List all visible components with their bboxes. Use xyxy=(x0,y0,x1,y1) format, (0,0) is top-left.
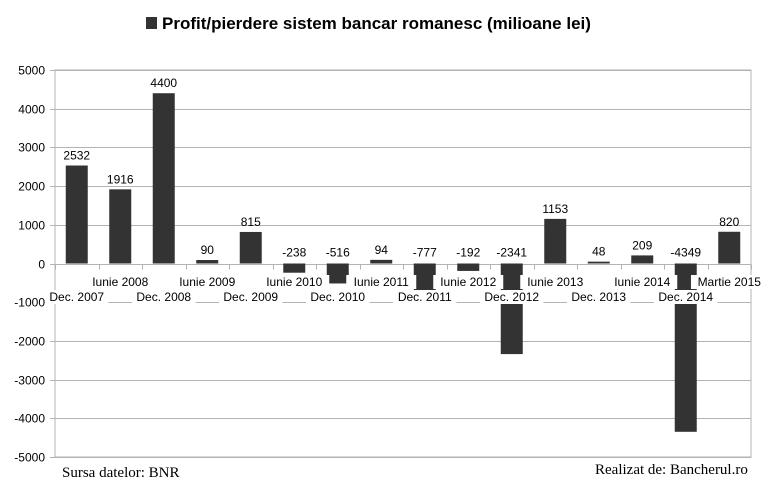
data-label: -516 xyxy=(326,246,350,260)
category-label: Iunie 2013 xyxy=(527,275,583,289)
bar xyxy=(631,255,654,264)
data-label: -238 xyxy=(282,246,306,260)
data-label: 48 xyxy=(592,245,606,259)
bar xyxy=(544,218,567,264)
category-label-bg xyxy=(259,275,330,289)
data-label: -2341 xyxy=(496,246,527,260)
category-label: Iunie 2008 xyxy=(92,275,148,289)
category-label: Iunie 2010 xyxy=(266,275,322,289)
bar xyxy=(674,263,697,432)
category-label-bg xyxy=(520,275,591,289)
legend-swatch xyxy=(146,17,157,29)
category-label: Dec. 2011 xyxy=(398,290,452,304)
data-label: -4349 xyxy=(670,246,701,260)
category-label: Iunie 2014 xyxy=(614,275,670,289)
y-tick-label: -3000 xyxy=(14,374,45,388)
category-label: Dec. 2008 xyxy=(136,290,191,304)
category-label-bg xyxy=(219,290,283,304)
credit-note: Realizat de: Bancherul.ro xyxy=(595,462,748,478)
category-label-bg xyxy=(654,290,718,304)
data-label: 1916 xyxy=(107,172,134,186)
category-label-bg xyxy=(567,290,631,304)
category-label-bg xyxy=(346,275,417,289)
category-label-bg xyxy=(172,275,243,289)
data-label: 815 xyxy=(241,215,261,229)
bar xyxy=(457,263,480,271)
source-note: Sursa datelor: BNR xyxy=(62,465,180,481)
data-label: -192 xyxy=(456,246,480,260)
category-label: Iunie 2011 xyxy=(354,275,409,289)
category-label-bg xyxy=(433,275,504,289)
data-label: 90 xyxy=(201,243,215,257)
y-tick-label: -2000 xyxy=(14,335,45,349)
bar xyxy=(500,263,523,355)
y-tick-label: 2000 xyxy=(18,180,45,194)
y-tick-label: 3000 xyxy=(18,141,45,155)
category-label: Martie 2015 xyxy=(698,275,762,289)
data-label: 1153 xyxy=(542,202,568,216)
category-label: Dec. 2012 xyxy=(484,290,539,304)
bar xyxy=(370,259,393,264)
y-tick-label: -4000 xyxy=(14,412,45,426)
category-label-bg xyxy=(607,275,678,289)
bar xyxy=(326,263,349,284)
category-label-bg xyxy=(393,290,457,304)
category-label-bg xyxy=(45,290,109,304)
category-label: Iunie 2012 xyxy=(440,275,496,289)
y-tick-label: 5000 xyxy=(18,64,45,78)
bar xyxy=(65,165,88,264)
category-label-bg xyxy=(690,275,768,289)
y-tick-label: 0 xyxy=(38,258,45,272)
data-label: 4400 xyxy=(150,76,177,90)
bar xyxy=(239,231,262,264)
category-label: Dec. 2010 xyxy=(310,290,365,304)
category-label: Dec. 2009 xyxy=(223,290,278,304)
bar xyxy=(196,260,219,264)
bar xyxy=(413,263,436,294)
bar xyxy=(718,231,741,264)
category-label: Dec. 2007 xyxy=(49,290,104,304)
category-label: Dec. 2013 xyxy=(571,290,626,304)
bar xyxy=(587,261,610,264)
category-label: Dec. 2014 xyxy=(658,290,713,304)
category-label-bg xyxy=(306,290,370,304)
y-tick-label: 1000 xyxy=(18,219,45,233)
data-label: 820 xyxy=(719,215,739,229)
y-tick-label: 4000 xyxy=(18,103,45,117)
bar xyxy=(109,189,132,264)
data-label: 2532 xyxy=(63,149,90,163)
bar xyxy=(152,93,175,264)
data-label: 209 xyxy=(632,238,652,252)
category-label-bg xyxy=(132,290,196,304)
chart-title: Profit/pierdere sistem bancar romanesc (… xyxy=(162,14,591,33)
category-label-bg xyxy=(85,275,156,289)
bar xyxy=(283,263,306,273)
y-tick-label: -5000 xyxy=(14,451,45,465)
y-tick-label: -1000 xyxy=(14,296,45,310)
data-label: -777 xyxy=(413,246,437,260)
category-label: Iunie 2009 xyxy=(179,275,235,289)
data-label: 94 xyxy=(375,243,389,257)
category-label-bg xyxy=(480,290,544,304)
